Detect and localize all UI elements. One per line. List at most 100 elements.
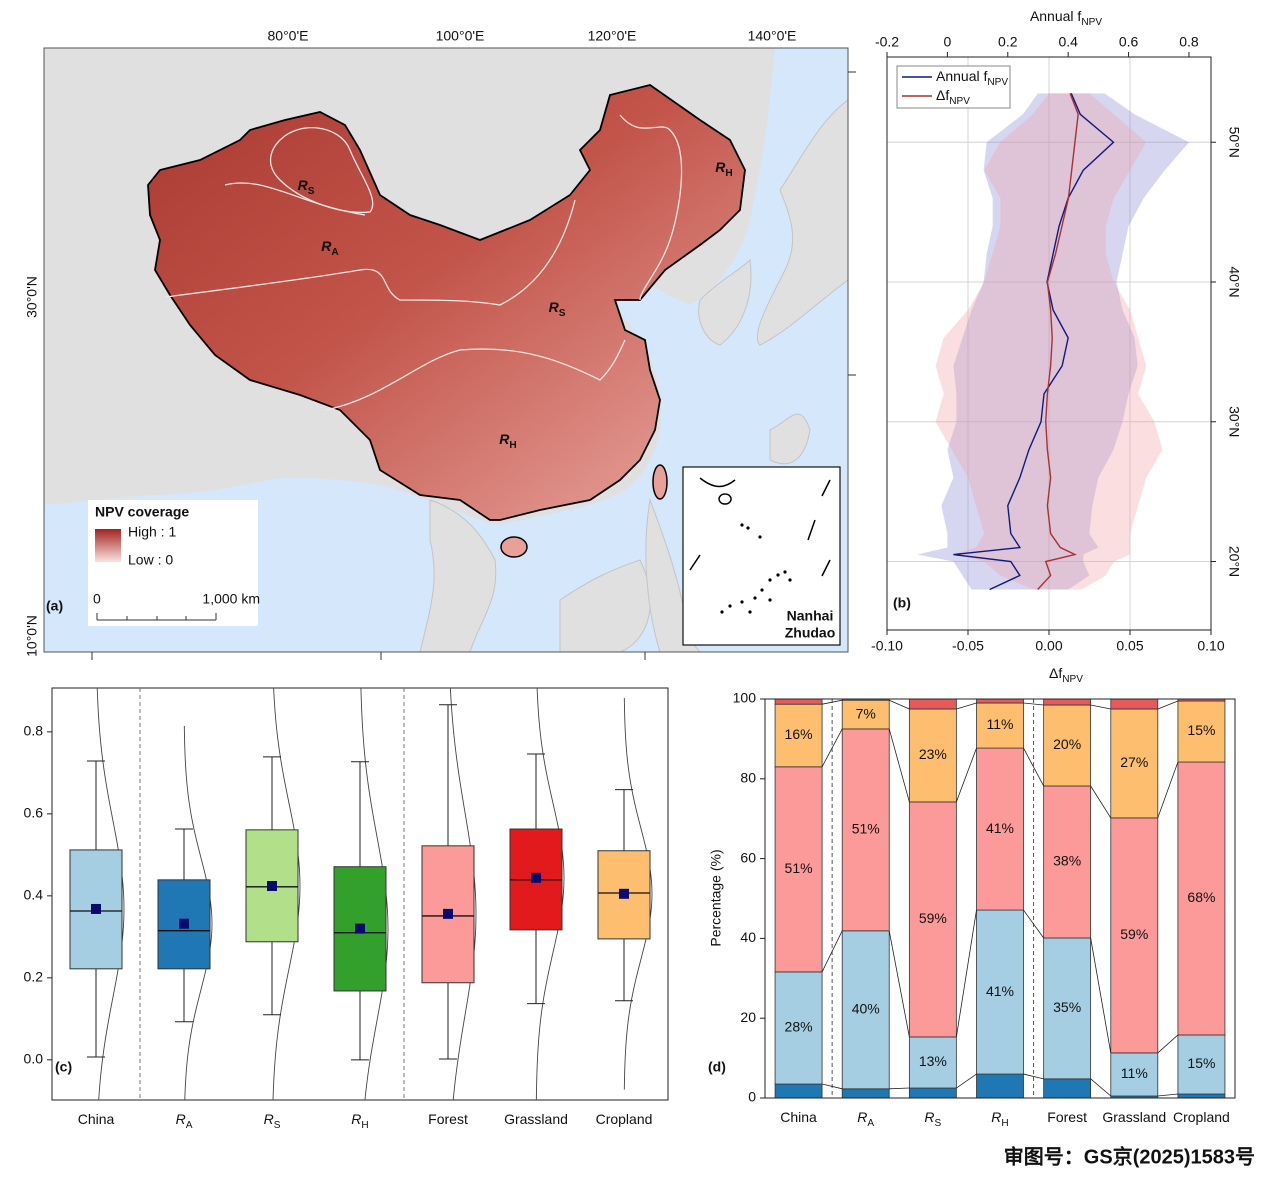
inset-island bbox=[768, 578, 772, 582]
x-tick-label-main: R bbox=[264, 1111, 274, 1127]
connector bbox=[821, 728, 843, 768]
legend-label-sub: NPV bbox=[987, 77, 1008, 88]
plot-area bbox=[96, 688, 653, 1100]
map-lon-label: 100°0'E bbox=[436, 28, 485, 44]
series-line bbox=[953, 93, 1115, 591]
x-tick-label-sub: A bbox=[186, 1120, 193, 1131]
x2-tick-label: -0.2 bbox=[875, 34, 899, 50]
neighbor-land bbox=[756, 99, 848, 346]
bar-segment bbox=[976, 909, 1024, 1075]
x2-axis-title: Annual fNPV bbox=[1030, 8, 1102, 28]
value-label: 27% bbox=[1120, 754, 1148, 770]
map-lat-label: 30°0'N bbox=[24, 276, 40, 318]
scale-label: 1,000 km bbox=[202, 591, 260, 607]
legend-label-sub: NPV bbox=[949, 96, 970, 107]
connector bbox=[1157, 1093, 1178, 1097]
x-tick-label-sub: S bbox=[935, 1118, 942, 1129]
density-curve bbox=[623, 697, 653, 1090]
bar-segment bbox=[908, 698, 957, 710]
y-tick-label: 100 bbox=[733, 690, 757, 706]
x2-tick-label: 0.2 bbox=[998, 34, 1018, 50]
inset-label: Zhudao bbox=[785, 625, 836, 641]
bar-segment bbox=[908, 801, 957, 1038]
region-label-main: R bbox=[549, 299, 560, 315]
inset-island bbox=[768, 598, 772, 602]
bar-segment bbox=[774, 1083, 823, 1099]
value-label: 35% bbox=[1053, 999, 1081, 1015]
legend-high: High : 1 bbox=[128, 524, 176, 540]
bar-segment bbox=[908, 1087, 957, 1099]
legend-label: Annual fNPV bbox=[936, 68, 1008, 88]
bar-segment bbox=[1043, 704, 1092, 787]
plot-frame bbox=[764, 698, 1236, 1099]
density-curve bbox=[96, 688, 125, 1100]
region-boundary bbox=[224, 182, 366, 216]
x-tick-label-main: Cropland bbox=[1173, 1109, 1230, 1125]
inset-island bbox=[740, 600, 744, 604]
connector bbox=[1157, 761, 1179, 819]
region-label-main: R bbox=[715, 159, 726, 175]
bar-segment bbox=[1110, 708, 1159, 819]
bar-segment bbox=[1043, 937, 1092, 1080]
connector bbox=[1023, 702, 1044, 706]
value-label: 16% bbox=[785, 726, 813, 742]
panel-label: (b) bbox=[893, 595, 911, 611]
bar-segment bbox=[976, 698, 1024, 704]
y-tick-label: 30°N bbox=[1226, 406, 1242, 437]
bar-segment bbox=[1177, 1034, 1226, 1095]
region-label-main: R bbox=[499, 431, 510, 447]
scale-bar bbox=[96, 613, 217, 621]
value-label: 28% bbox=[785, 1019, 813, 1035]
inset-island bbox=[740, 523, 744, 527]
bar-segment bbox=[774, 971, 823, 1085]
value-label: 13% bbox=[919, 1053, 947, 1069]
bar-segment bbox=[841, 930, 890, 1090]
bar-segment bbox=[1177, 1093, 1226, 1099]
connector bbox=[1023, 1073, 1044, 1080]
x-tick-label-main: R bbox=[351, 1111, 361, 1127]
map-legend bbox=[88, 500, 258, 626]
inset-coast bbox=[689, 477, 831, 577]
mean-marker bbox=[619, 888, 629, 899]
region-boundary bbox=[164, 199, 576, 306]
inset-island bbox=[760, 588, 764, 592]
value-label: 40% bbox=[852, 1001, 880, 1017]
uncertainty-band bbox=[935, 93, 1163, 590]
value-label: 38% bbox=[1053, 853, 1081, 869]
x-tick-label: China bbox=[78, 1111, 115, 1127]
panel-label: (c) bbox=[55, 1059, 72, 1075]
x-tick-label: 0.10 bbox=[1197, 638, 1224, 654]
x-tick-label: RS bbox=[924, 1109, 941, 1129]
inset-island bbox=[753, 596, 757, 600]
inset-frame bbox=[682, 466, 841, 646]
map-frame bbox=[43, 47, 849, 653]
y-tick-label: 0.2 bbox=[24, 969, 44, 985]
y-tick-label: 0.4 bbox=[24, 887, 44, 903]
panel-label: (d) bbox=[708, 1059, 726, 1075]
bar-segment bbox=[1043, 698, 1092, 706]
y-tick-label: 0.0 bbox=[24, 1051, 44, 1067]
x-tick-label-main: Forest bbox=[428, 1111, 468, 1127]
neighbor-land bbox=[769, 413, 811, 465]
y-tick-label: 20°N bbox=[1226, 546, 1242, 577]
mean-marker bbox=[179, 918, 189, 929]
x-tick-label: RH bbox=[991, 1109, 1008, 1129]
region-label-sub: A bbox=[331, 247, 339, 258]
connector bbox=[1023, 747, 1044, 787]
x-axis-title-main: Δf bbox=[1049, 665, 1062, 681]
bar-segment bbox=[1177, 761, 1226, 1036]
x-tick-label: Forest bbox=[1047, 1109, 1087, 1125]
value-label: 41% bbox=[986, 820, 1014, 836]
uncertainty-band bbox=[917, 93, 1189, 590]
bar-segment bbox=[1043, 785, 1092, 939]
mean-marker bbox=[531, 872, 541, 883]
inset-label: Nanhai bbox=[787, 608, 834, 624]
mean-marker bbox=[267, 881, 277, 892]
connector bbox=[821, 699, 843, 705]
approval-number: 审图号：GS京(2025)1583号 bbox=[1004, 1144, 1255, 1168]
plot-frame bbox=[51, 687, 669, 1101]
legend-box bbox=[896, 65, 1011, 109]
x-tick-label: 0.00 bbox=[1035, 638, 1062, 654]
value-label: 41% bbox=[986, 983, 1014, 999]
